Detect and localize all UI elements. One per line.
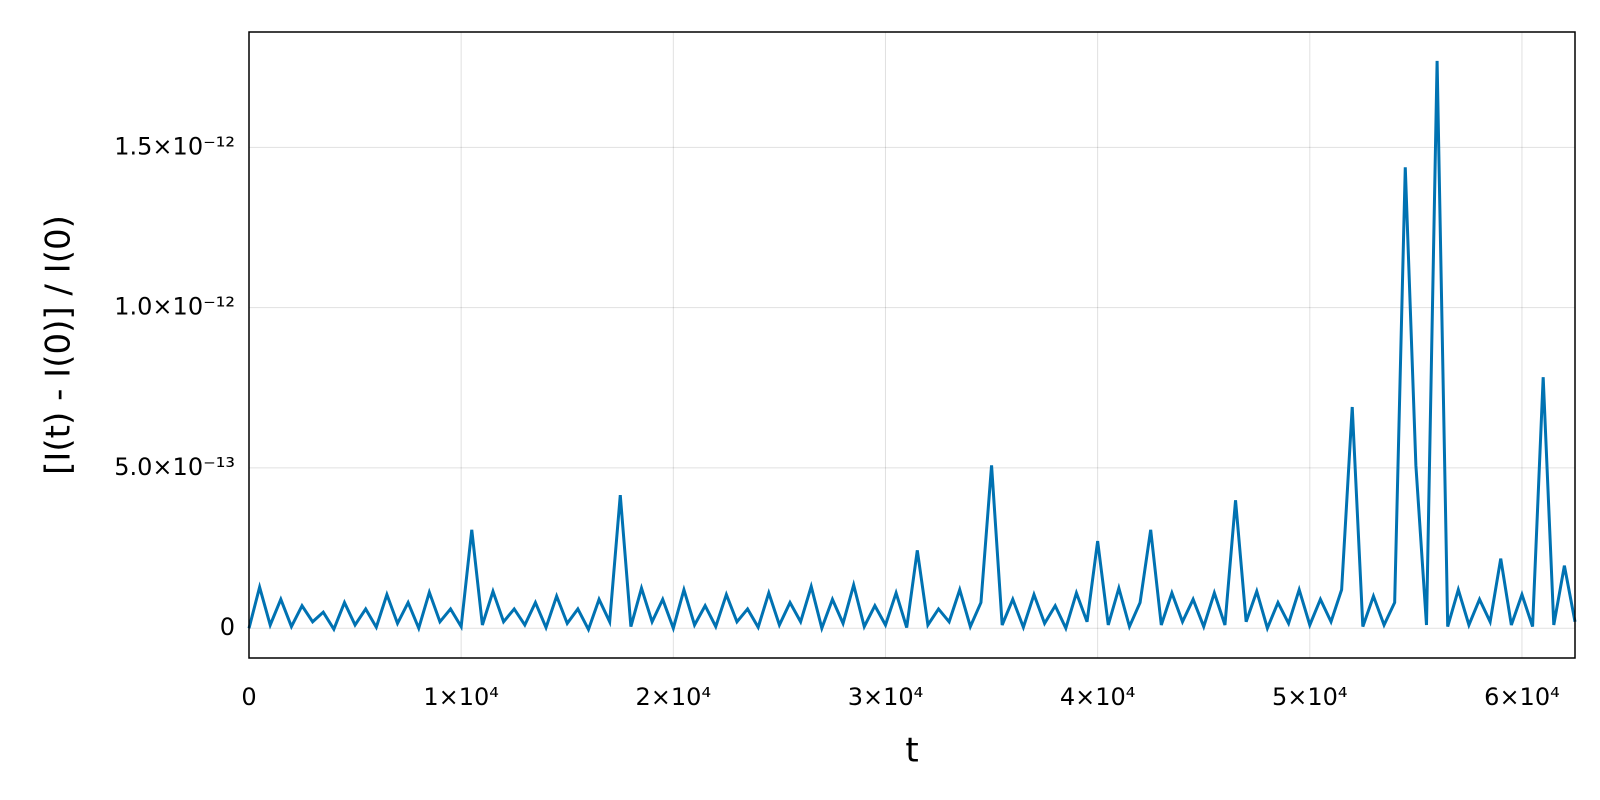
- x-tick-label: 6×10⁴: [1484, 683, 1560, 711]
- data-line: [247, 60, 1577, 634]
- y-tick-label: 1.0×10⁻¹²: [114, 293, 235, 321]
- y-axis-title: [I(t) - I(0)] / I(0): [39, 215, 79, 475]
- x-tick-label: 3×10⁴: [848, 683, 924, 711]
- plot-frame: [248, 31, 1576, 659]
- x-tick-label: 4×10⁴: [1060, 683, 1136, 711]
- y-tick-label: 1.5×10⁻¹²: [114, 132, 235, 160]
- x-tick-label: 0: [241, 683, 256, 711]
- x-axis-title: t: [905, 731, 918, 771]
- x-tick-label: 1×10⁴: [423, 683, 499, 711]
- x-tick-label: 5×10⁴: [1272, 683, 1348, 711]
- x-tick-label: 2×10⁴: [636, 683, 712, 711]
- y-tick-label: 5.0×10⁻¹³: [114, 453, 235, 481]
- y-tick-label: 0: [220, 613, 235, 641]
